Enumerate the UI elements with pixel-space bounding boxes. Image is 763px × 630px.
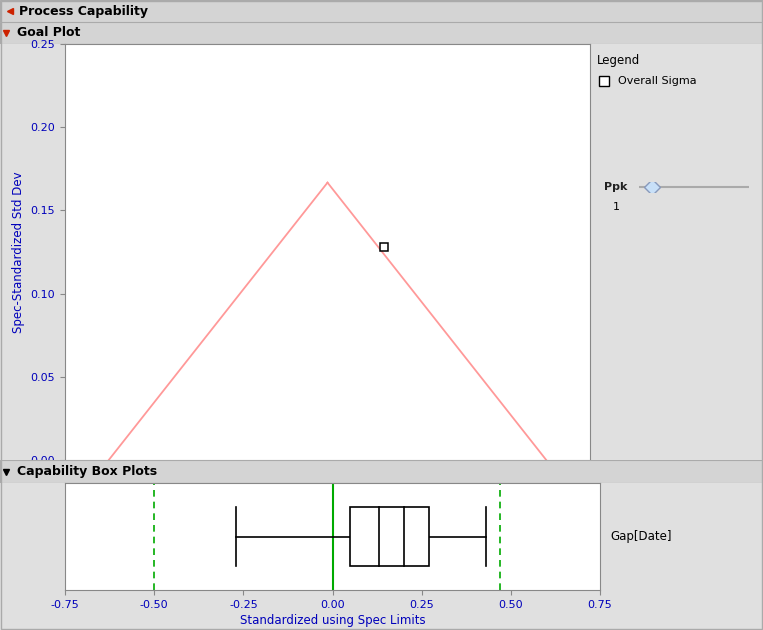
Text: Capability Box Plots: Capability Box Plots (17, 465, 157, 478)
Text: Ppk: Ppk (604, 182, 628, 192)
Text: Overall Sigma: Overall Sigma (618, 76, 697, 86)
Text: 1: 1 (613, 202, 620, 212)
X-axis label: Spec-Standardized Mean: Spec-Standardized Mean (254, 485, 401, 498)
Text: Goal Plot: Goal Plot (17, 26, 80, 40)
Text: Legend: Legend (597, 54, 640, 67)
Y-axis label: Spec-Standardized Std Dev: Spec-Standardized Std Dev (12, 171, 25, 333)
Text: Process Capability: Process Capability (19, 4, 148, 18)
Text: Gap[Date]: Gap[Date] (610, 530, 672, 543)
Bar (350, 507, 429, 566)
X-axis label: Standardized using Spec Limits: Standardized using Spec Limits (240, 614, 425, 627)
